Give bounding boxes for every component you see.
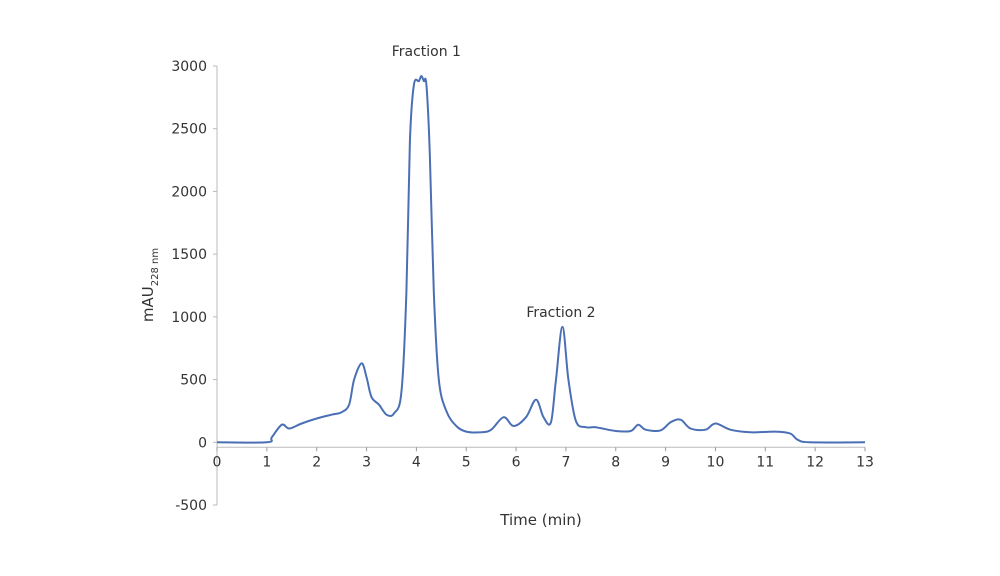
annotation-fraction-1: Fraction 1 [392,44,461,60]
x-tick-label: 4 [412,454,421,470]
x-tick-label: 13 [856,454,874,470]
y-axis: -500 0 500 1000 1500 2000 2500 3000 [171,59,218,514]
x-tick-label: 3 [362,454,371,470]
x-tick-label: 10 [707,454,725,470]
x-tick-label: 0 [213,454,222,470]
x-axis: 0 1 2 3 4 5 6 7 8 9 10 11 12 13 [213,446,874,470]
y-axis-label: mAU228 nm [139,248,161,322]
chromatogram-line [216,75,866,444]
x-tick-label: 7 [561,454,570,470]
y-tick-label: 3000 [171,59,207,75]
y-tick-label: 0 [198,435,207,451]
annotation-fraction-2: Fraction 2 [526,305,595,321]
y-axis-label-subscript: 228 nm [150,248,161,286]
x-tick-label: 8 [611,454,620,470]
x-axis-label: Time (min) [499,511,581,529]
x-tick-label: 12 [806,454,824,470]
y-tick-label: 2500 [171,122,207,138]
y-tick-label: 2000 [171,184,207,200]
y-tick-label: 1000 [171,310,207,326]
y-tick-label: 500 [180,373,207,389]
y-tick-label: 1500 [171,247,207,263]
x-tick-label: 2 [312,454,321,470]
y-tick-label: -500 [175,498,207,514]
x-tick-label: 9 [661,454,670,470]
x-tick-label: 11 [756,454,774,470]
x-tick-label: 5 [462,454,471,470]
x-tick-label: 1 [262,454,271,470]
x-tick-label: 6 [512,454,521,470]
